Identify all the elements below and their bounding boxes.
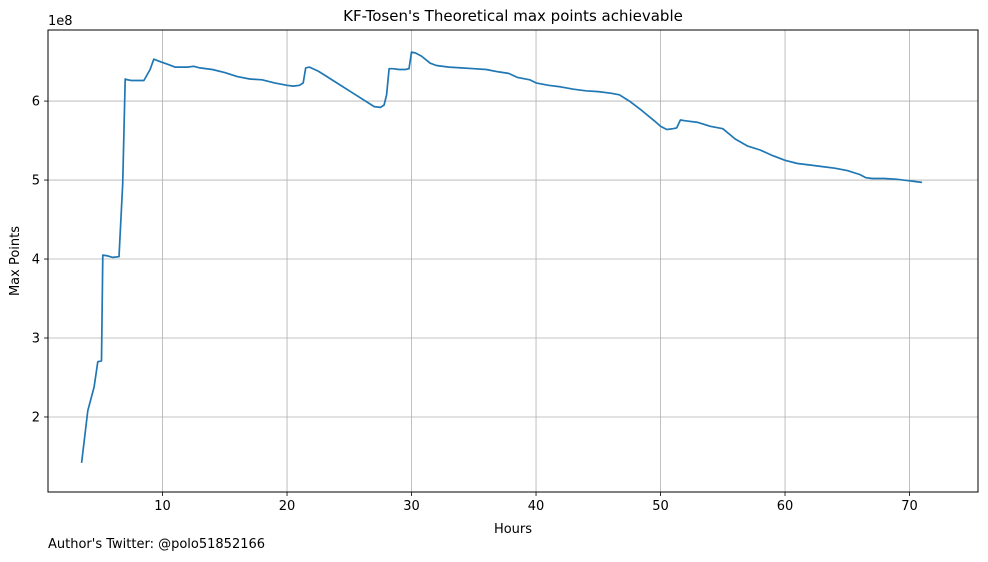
x-tick-label: 50 [652, 499, 669, 514]
chart-title: KF-Tosen's Theoretical max points achiev… [343, 7, 683, 25]
series-line-max-points [80, 51, 923, 463]
y-tick-label: 5 [32, 174, 40, 189]
grid-lines [48, 30, 978, 492]
x-tick-label: 70 [901, 499, 918, 514]
x-axis-ticks: 10 20 30 40 50 60 70 [154, 492, 918, 514]
x-tick-label: 30 [403, 499, 420, 514]
x-axis-label: Hours [494, 522, 532, 537]
x-tick-label: 60 [777, 499, 794, 514]
axes-frame [47, 29, 979, 493]
y-axis-ticks: 2 3 4 5 6 [32, 95, 48, 425]
x-tick-label: 20 [279, 499, 296, 514]
author-footnote: Author's Twitter: @polo51852166 [48, 537, 266, 552]
y-tick-label: 3 [32, 332, 40, 347]
y-tick-label: 2 [32, 410, 40, 425]
y-tick-label: 4 [32, 253, 40, 268]
y-axis-offset-label: 1e8 [48, 14, 73, 29]
y-tick-label: 6 [32, 95, 40, 110]
x-tick-label: 40 [528, 499, 545, 514]
y-axis-label: Max Points [8, 226, 23, 296]
x-tick-label: 10 [154, 499, 171, 514]
